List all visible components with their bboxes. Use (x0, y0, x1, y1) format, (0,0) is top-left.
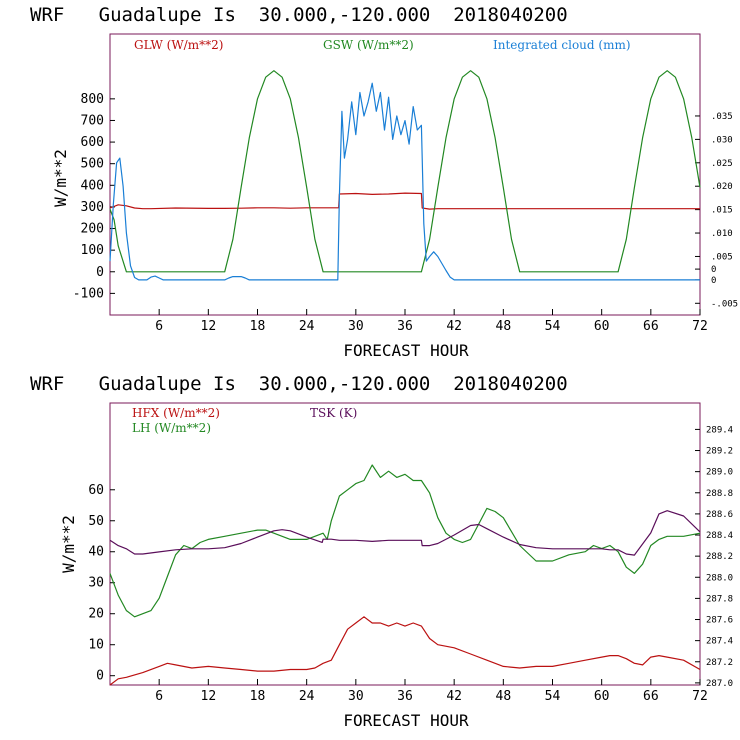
legend-gsw: GSW (W/m**2) (323, 38, 414, 52)
x-tick-label: 12 (201, 319, 217, 334)
y2-tick-label: .010 (711, 229, 733, 239)
y-tick-label: 100 (81, 243, 104, 258)
y-tick-label: -100 (73, 286, 104, 301)
x-tick-label: 30 (348, 689, 364, 704)
y-tick-label: 700 (81, 113, 104, 128)
y-tick-label: 0 (96, 265, 104, 280)
chart-top-series (109, 70, 701, 281)
y2-tick-label: -.005 (711, 299, 738, 309)
x-tick-label: 30 (348, 319, 364, 334)
chart-top-ylabel: W/m**2 (51, 149, 70, 207)
y2-tick-label: .030 (711, 135, 733, 145)
x-tick-label: 18 (250, 319, 266, 334)
y-tick-label: 50 (88, 514, 104, 529)
y-tick-label: 300 (81, 200, 104, 215)
x-tick-label: 6 (155, 689, 163, 704)
x-tick-label: 72 (692, 689, 708, 704)
y2-tick-label: 288.2 (706, 552, 733, 562)
chart-top-xlabel: FORECAST HOUR (343, 341, 469, 360)
series-line-gsw (109, 70, 701, 273)
x-tick-label: 24 (299, 319, 315, 334)
x-tick-label: 6 (155, 319, 163, 334)
y2-tick-label: 288.8 (706, 489, 733, 499)
y2-tick-label: 288.4 (706, 531, 733, 541)
y2-tick-label: 0 (711, 276, 716, 286)
x-tick-label: 60 (594, 319, 610, 334)
x-tick-label: 48 (496, 689, 512, 704)
y-tick-label: 500 (81, 157, 104, 172)
x-tick-label: 66 (643, 689, 659, 704)
chart-bottom-xlabel: FORECAST HOUR (343, 711, 469, 730)
y-tick-label: 60 (88, 483, 104, 498)
x-tick-label: 54 (545, 319, 561, 334)
x-tick-label: 54 (545, 689, 561, 704)
chart-top-y2-ticks: .035 .030 .025 .020 .015 .010 .005 00 -.005 (695, 112, 738, 309)
y2-tick-label: .020 (711, 182, 733, 192)
y-tick-label: 10 (88, 638, 104, 653)
y-tick-label: 40 (88, 545, 104, 560)
chart-top-plot-frame (109, 33, 701, 316)
y-tick-label: 400 (81, 178, 104, 193)
series-line-tsk (109, 510, 701, 556)
chart-top-x-ticks: 6 12 18 24 30 36 42 48 54 60 66 72 (155, 309, 708, 334)
y2-tick-label: 0 (711, 265, 716, 275)
y2-tick-label: 289.2 (706, 447, 733, 457)
y2-tick-label: .015 (711, 206, 733, 216)
chart-bottom-y2-ticks: 289.4 289.2 289.0 288.8 288.6 288.4 288.2 288.0… (695, 425, 733, 689)
y2-tick-label: 289.4 (706, 425, 733, 435)
x-tick-label: 42 (446, 689, 462, 704)
x-tick-label: 12 (201, 689, 217, 704)
y2-tick-label: 288.6 (706, 510, 733, 520)
chart-bottom: WRF Guadalupe Is 30.000,-120.000 2018040… (30, 373, 733, 730)
y-tick-label: 200 (81, 222, 104, 237)
x-tick-label: 18 (250, 689, 266, 704)
chart-top-y-ticks: -100 0 100 200 300 400 500 600 700 800 (73, 92, 115, 301)
y2-tick-label: 287.8 (706, 594, 733, 604)
y2-tick-label: 287.2 (706, 658, 733, 668)
y-tick-label: 600 (81, 135, 104, 150)
x-tick-label: 66 (643, 319, 659, 334)
y-tick-label: 20 (88, 607, 104, 622)
x-tick-label: 60 (594, 689, 610, 704)
chart-bottom-ylabel: W/m**2 (59, 515, 78, 573)
x-tick-label: 72 (692, 319, 708, 334)
legend-cloud: Integrated cloud (mm) (493, 38, 631, 52)
chart-bottom-y-ticks: 0 10 20 30 40 50 60 (88, 483, 115, 684)
y2-tick-label: 287.0 (706, 679, 733, 689)
x-tick-label: 36 (397, 319, 413, 334)
legend-glw: GLW (W/m**2) (134, 38, 223, 52)
y2-tick-label: .005 (711, 252, 733, 262)
x-tick-label: 42 (446, 319, 462, 334)
legend-tsk: TSK (K) (310, 406, 357, 420)
y2-tick-label: 288.0 (706, 573, 733, 583)
y2-tick-label: 287.6 (706, 616, 733, 626)
chart-bottom-title: WRF Guadalupe Is 30.000,-120.000 2018040… (30, 373, 568, 395)
chart-top: WRF Guadalupe Is 30.000,-120.000 2018040… (30, 4, 738, 360)
series-line-hfx (109, 616, 701, 686)
x-tick-label: 36 (397, 689, 413, 704)
y2-tick-label: .035 (711, 112, 733, 122)
y-tick-label: 800 (81, 92, 104, 107)
legend-lh: LH (W/m**2) (132, 421, 211, 435)
y-tick-label: 30 (88, 576, 104, 591)
series-line-integrated (109, 82, 700, 281)
y2-tick-label: .025 (711, 159, 733, 169)
x-tick-label: 24 (299, 689, 315, 704)
chart-bottom-x-ticks: 6 12 18 24 30 36 42 48 54 60 66 72 (155, 679, 708, 704)
series-line-glw (109, 192, 700, 210)
legend-hfx: HFX (W/m**2) (132, 406, 220, 420)
chart-top-title: WRF Guadalupe Is 30.000,-120.000 2018040… (30, 4, 568, 26)
y2-tick-label: 289.0 (706, 468, 733, 478)
y-tick-label: 0 (96, 669, 104, 684)
x-tick-label: 48 (496, 319, 512, 334)
series-line-lh (109, 464, 701, 618)
y2-tick-label: 287.4 (706, 637, 733, 647)
chart-bottom-series (109, 464, 701, 686)
